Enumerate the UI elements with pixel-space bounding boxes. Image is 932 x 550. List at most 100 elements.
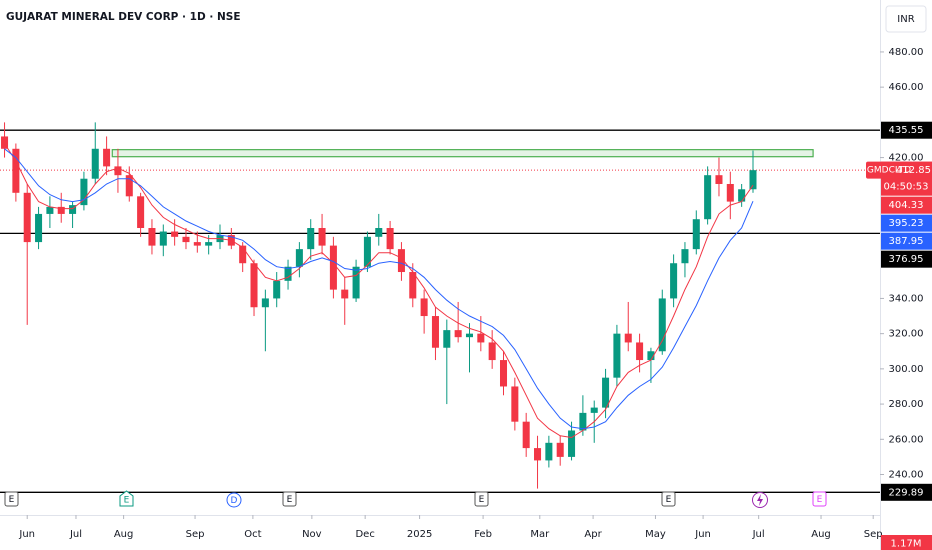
- candle-body: [636, 342, 644, 361]
- y-tick-label: 300.00: [889, 364, 924, 375]
- candle-body: [91, 148, 99, 179]
- y-tick-label: 420.00: [889, 153, 924, 164]
- candle-body: [534, 448, 542, 461]
- candle-body: [307, 228, 315, 250]
- ma-badge-label: 404.33: [889, 200, 924, 211]
- candle-body: [80, 178, 88, 206]
- x-tick-label: Jun: [694, 529, 711, 540]
- event-box[interactable]: [226, 492, 242, 508]
- candle-body: [409, 272, 417, 299]
- event-label: E: [9, 495, 15, 505]
- x-tick-label: Aug: [811, 529, 831, 540]
- currency-box[interactable]: [885, 5, 927, 33]
- candle-body: [568, 430, 576, 457]
- candle-body: [159, 231, 167, 246]
- moving-average: [4, 148, 754, 430]
- x-tick-label: 2025: [407, 529, 432, 540]
- candle-body: [46, 206, 54, 214]
- candle-body: [692, 219, 700, 250]
- candle-body: [704, 175, 712, 220]
- candle-body: [499, 360, 508, 387]
- event-box[interactable]: [282, 491, 297, 507]
- badge-bg: [881, 232, 932, 250]
- candle-body: [681, 249, 689, 264]
- candle-body: [193, 242, 201, 246]
- symbol-label: GMDCLTD: [867, 166, 911, 176]
- candle-body: [522, 421, 530, 449]
- candle-body: [352, 266, 360, 299]
- price-bg-front: [913, 161, 932, 179]
- candle-body: [284, 266, 292, 281]
- event-label: E: [666, 495, 672, 505]
- candle-body: [114, 166, 122, 176]
- candle-body: [602, 377, 610, 408]
- y-tick-label: 320.00: [889, 329, 924, 340]
- candle-body: [69, 205, 77, 214]
- candle-body: [103, 148, 111, 167]
- event-label: E: [287, 495, 293, 505]
- candle-body: [397, 249, 405, 273]
- candle-body: [738, 189, 746, 202]
- event-label: E: [124, 496, 130, 506]
- currency: INR: [897, 14, 914, 25]
- y-tick-label: 280.00: [889, 399, 924, 410]
- candle-body: [431, 316, 439, 348]
- candle-body: [273, 280, 281, 299]
- event-box[interactable]: [474, 491, 489, 507]
- x-tick-label: Oct: [244, 529, 261, 540]
- level-badge-bg: [881, 483, 932, 501]
- candle-body: [658, 298, 666, 352]
- badge-label: 387.95: [889, 236, 924, 247]
- candle-body: [488, 342, 496, 361]
- level-badge-label: 376.95: [889, 254, 924, 265]
- event-box[interactable]: [812, 491, 827, 507]
- candle-body: [182, 236, 190, 243]
- countdown: 04:50:53: [884, 182, 929, 193]
- event-box[interactable]: [661, 491, 676, 507]
- event-label: E: [817, 495, 823, 505]
- candle-body: [363, 236, 371, 267]
- event-label: E: [479, 495, 485, 505]
- level-badge-label: 435.55: [889, 125, 924, 136]
- moving-average: [4, 143, 754, 439]
- x-tick-label: Apr: [584, 529, 602, 540]
- candle-body: [137, 196, 145, 229]
- ma-badge-bg: [881, 196, 932, 214]
- candle-body: [1, 136, 9, 149]
- y-tick-label: 240.00: [889, 470, 924, 481]
- candle-body: [341, 289, 349, 299]
- event-box[interactable]: [4, 491, 19, 507]
- event-label: D: [231, 496, 238, 506]
- x-tick-label: Feb: [474, 529, 492, 540]
- candle-body: [715, 175, 723, 184]
- x-tick-label: May: [645, 529, 666, 540]
- level-badge-bg: [881, 121, 932, 139]
- level-badge-bg: [881, 250, 932, 268]
- candle-body: [318, 228, 326, 246]
- x-tick-label: Jul: [69, 529, 82, 540]
- candle-body: [250, 263, 258, 308]
- candle-body: [443, 330, 451, 348]
- candle-body: [454, 330, 462, 338]
- candle-body: [12, 148, 20, 193]
- chart-title: GUJARAT MINERAL DEV CORP · 1D · NSE: [6, 11, 241, 23]
- x-tick-label: Jun: [18, 529, 35, 540]
- x-tick-label: Dec: [355, 529, 374, 540]
- candle-body: [386, 228, 394, 250]
- candle-body: [465, 333, 473, 338]
- lightning-icon: [757, 494, 763, 506]
- x-tick-label: Sep: [186, 529, 205, 540]
- ma-badge-bg: [881, 214, 932, 232]
- candle-body: [329, 245, 337, 290]
- candle-body: [125, 175, 133, 197]
- volume-badge-label: 1.17M: [891, 539, 922, 550]
- x-tick-label: Mar: [530, 529, 550, 540]
- resistance-zone: [111, 149, 814, 158]
- candle-body: [613, 333, 621, 378]
- candle-body: [375, 228, 383, 237]
- candle-body: [579, 412, 587, 431]
- y-tick-label: 460.00: [889, 82, 924, 93]
- candle-body: [477, 333, 485, 343]
- event-box[interactable]: [119, 490, 134, 507]
